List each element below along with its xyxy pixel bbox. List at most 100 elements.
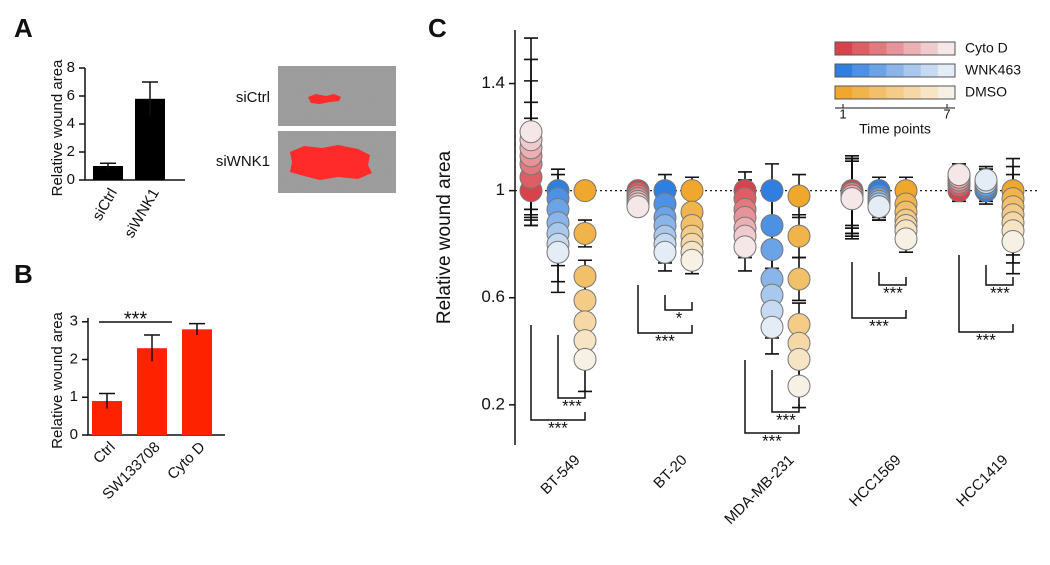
data-point (867, 195, 891, 219)
legend-swatch (835, 86, 853, 99)
x-tick-label: Cyto D (164, 438, 209, 483)
x-tick-label: BT-20 (650, 452, 690, 492)
significance-bracket (878, 272, 907, 286)
annotation: *** (655, 331, 675, 350)
x-tick-label: MDA-MB-231 (721, 452, 797, 528)
legend-swatch (869, 86, 887, 99)
annotation: *** (976, 330, 996, 349)
colorbar-tick-label: 7 (943, 106, 950, 121)
legend-label: DMSO (965, 84, 1007, 100)
legend-swatch (852, 86, 870, 99)
annotation: *** (548, 418, 568, 437)
annotation: *** (562, 396, 582, 415)
legend-swatch (852, 42, 870, 55)
significance-bracket (958, 255, 1014, 333)
legend-swatch (903, 42, 922, 55)
x-tick-label: BT-549 (537, 452, 583, 498)
legend-frame (834, 63, 956, 78)
legend-swatch (937, 42, 956, 55)
data-point (573, 264, 597, 288)
legend-swatch (835, 64, 853, 77)
legend-swatch (852, 64, 870, 77)
y-tick-label: 0.2 (481, 394, 505, 413)
significance-bracket (637, 285, 693, 334)
y-tick-label: 6 (67, 87, 75, 104)
y-tick-label: 2 (67, 143, 75, 160)
data-point (653, 240, 677, 264)
y-axis-label: Relative wound area (49, 311, 66, 448)
y-tick-label: 0.6 (481, 287, 505, 306)
significance-bracket (985, 265, 1014, 286)
data-point (787, 347, 811, 371)
data-point (760, 315, 784, 339)
colorbar-title: Time points (859, 121, 931, 137)
data-point (760, 213, 784, 237)
error-bar (142, 81, 158, 116)
x-tick-label: HCC1569 (846, 452, 905, 511)
data-point (546, 240, 570, 264)
error-bar (189, 322, 205, 335)
x-tick-label: Ctrl (90, 439, 119, 468)
data-point (573, 347, 597, 371)
data-point (573, 221, 597, 245)
data-point (680, 248, 704, 272)
data-point (760, 179, 784, 203)
annotation: *** (762, 431, 782, 450)
y-tick-label: 8 (67, 59, 75, 76)
error-bar (100, 162, 116, 169)
error-bar (99, 392, 115, 409)
legend-swatch (903, 64, 922, 77)
data-point (573, 288, 597, 312)
y-tick-label: 4 (67, 115, 75, 132)
bar (182, 329, 212, 435)
legend-swatch (937, 64, 956, 77)
y-tick-label: 1.4 (481, 73, 505, 92)
x-tick-label: HCC1419 (953, 452, 1012, 511)
annotation: * (676, 308, 683, 327)
bar (93, 166, 123, 180)
image-label: siWNK1 (216, 153, 270, 170)
y-tick-label: 0 (67, 171, 75, 188)
annotation: *** (776, 410, 796, 429)
y-axis-label: Relative wound area (434, 150, 455, 324)
significance-bracket (771, 370, 800, 413)
legend-frame (834, 41, 956, 56)
y-tick-label: 1 (496, 180, 505, 199)
y-tick-label: 3 (70, 313, 78, 330)
y-tick-label: 0 (70, 426, 78, 443)
legend-swatch (920, 64, 939, 77)
annotation: *** (883, 283, 903, 302)
legend-swatch (869, 64, 887, 77)
legend-swatch (920, 86, 939, 99)
legend-swatch (886, 42, 905, 55)
data-point (573, 179, 597, 203)
annotation: *** (124, 308, 148, 330)
data-point (760, 238, 784, 262)
data-point (733, 235, 757, 259)
legend-swatch (869, 42, 887, 55)
legend-label: Cyto D (965, 40, 1008, 56)
x-tick-label: siWNK1 (121, 185, 163, 240)
data-point (947, 163, 971, 187)
legend-swatch (835, 42, 853, 55)
significance-bracket (851, 262, 907, 319)
legend-swatch (886, 86, 905, 99)
data-point (787, 374, 811, 398)
data-point (787, 267, 811, 291)
data-point (894, 227, 918, 251)
data-point (840, 187, 864, 211)
data-point (626, 195, 650, 219)
panel-label: B (14, 259, 33, 289)
micrograph (278, 66, 396, 126)
legend-swatch (903, 86, 922, 99)
colorbar-tick-label: 1 (839, 106, 846, 121)
data-point (1001, 230, 1025, 254)
legend-swatch (920, 42, 939, 55)
annotation: *** (869, 316, 889, 335)
y-tick-label: 1 (70, 388, 78, 405)
significance-bracket (744, 360, 800, 434)
annotation: *** (990, 283, 1010, 302)
error-bar (144, 334, 160, 362)
legend-swatch (886, 64, 905, 77)
